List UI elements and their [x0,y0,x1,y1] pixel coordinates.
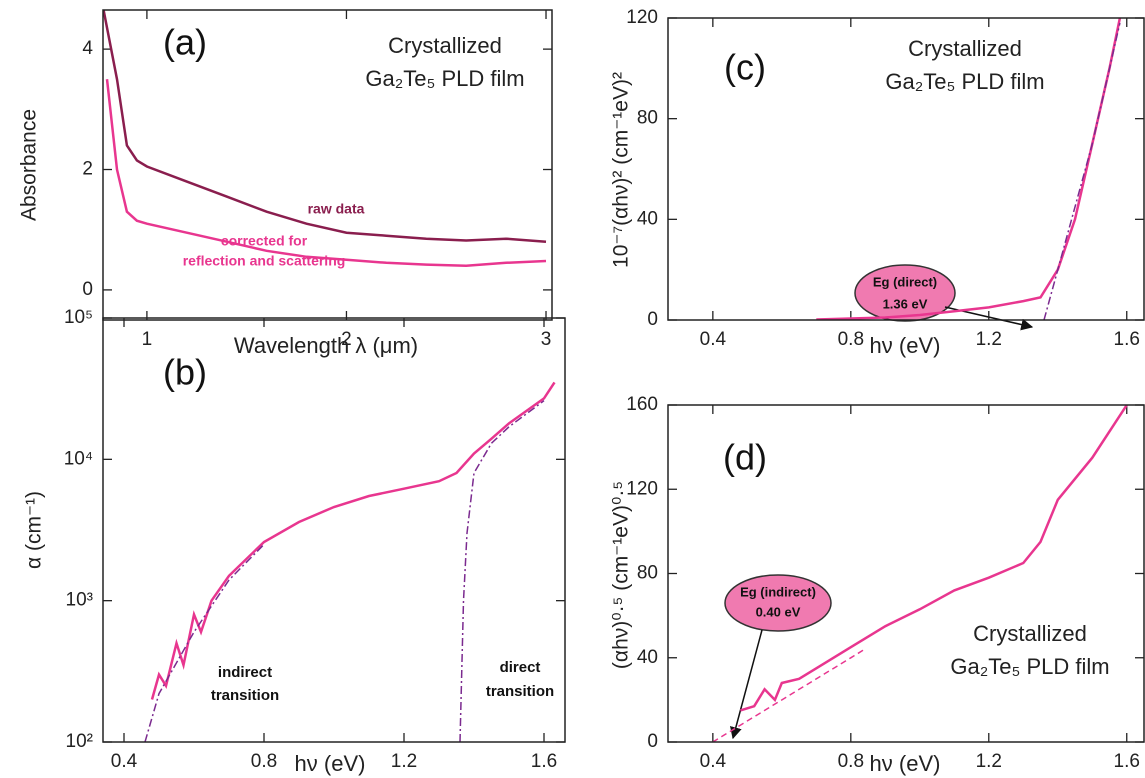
annotation: Crystallized [388,33,502,58]
x-tick-label: 1.6 [531,751,557,772]
series-line [712,648,865,742]
annotation: direct [500,659,541,676]
y-axis-label: 10⁻⁷(αhν)² (cm⁻¹eV)² [610,72,633,268]
x-tick-label: 1 [142,329,153,350]
plot-frame [102,9,553,321]
x-axis-label: hν (eV) [870,333,941,358]
series-line [150,381,556,700]
annotation: Crystallized [973,621,1087,646]
x-tick-label: 0.4 [111,751,138,772]
annotation: (a) [163,22,207,63]
x-tick-label: 1.2 [391,751,417,772]
annotation: Ga₂Te₅ PLD film [950,654,1109,679]
y-axis-label: (αhν)⁰·⁵ (cm⁻¹eV)⁰·⁵ [610,481,633,669]
y-tick-label: 2 [82,159,93,180]
x-tick-label: 0.8 [838,751,864,772]
x-axis-label: hν (eV) [870,751,941,776]
annotation: Crystallized [908,36,1022,61]
y-axis-label: α (cm⁻¹) [23,491,46,569]
y-tick-label: 40 [637,208,658,229]
series-line [740,405,1128,712]
annotation: (c) [724,47,766,88]
arrow [730,629,763,740]
y-tick-label: 120 [626,7,658,28]
y-tick-label: 10³ [66,590,93,611]
callout [854,264,956,322]
x-tick-label: 0.8 [838,329,864,350]
annotation: indirect [218,664,272,681]
callout [724,574,832,632]
annotation: raw data [308,201,365,217]
series-line [103,10,547,243]
annotation: Eg (direct) [873,274,937,289]
y-axis-label: Absorbance [18,109,41,221]
y-tick-label: 0 [647,309,658,330]
y-tick-label: 10² [66,731,93,752]
plot-frame [667,17,1145,321]
y-tick-label: 120 [626,478,658,499]
series-line [816,18,1122,320]
annotation: transition [486,683,554,700]
y-tick-label: 40 [637,647,658,668]
x-tick-label: 1.2 [976,329,1002,350]
annotation: 1.36 eV [883,296,928,311]
y-tick-label: 0 [647,731,658,752]
x-tick-label: 0.4 [700,329,727,350]
annotation: Ga₂Te₅ PLD film [365,66,524,91]
annotation: Ga₂Te₅ PLD film [885,69,1044,94]
y-tick-label: 10⁵ [64,307,93,328]
x-tick-label: 2 [341,329,352,350]
annotation: reflection and scattering [183,253,346,269]
annotation: corrected for [221,233,308,249]
series-line [105,79,547,268]
y-tick-label: 80 [637,108,658,129]
x-tick-label: 0.8 [251,751,277,772]
x-tick-label: 3 [541,329,552,350]
y-tick-label: 10⁴ [64,448,93,469]
plot-frame [102,317,566,743]
x-tick-label: 1.6 [1114,751,1140,772]
x-axis-label: Wavelength λ (μm) [234,333,418,358]
plot-frame [667,404,1145,743]
y-tick-label: 160 [626,394,658,415]
x-tick-label: 1.6 [1114,329,1140,350]
y-tick-label: 4 [82,38,93,59]
x-axis-label: hν (eV) [295,751,366,776]
annotation: 0.40 eV [756,604,801,619]
annotation: (b) [163,352,207,393]
annotation: (d) [723,437,767,478]
annotation: transition [211,687,279,704]
x-tick-label: 0.4 [700,751,727,772]
y-tick-label: 0 [82,279,93,300]
series-line [1043,22,1121,320]
annotation: Eg (indirect) [740,584,816,599]
series-line [144,543,265,742]
y-tick-label: 80 [637,563,658,584]
x-tick-label: 1.2 [976,751,1002,772]
